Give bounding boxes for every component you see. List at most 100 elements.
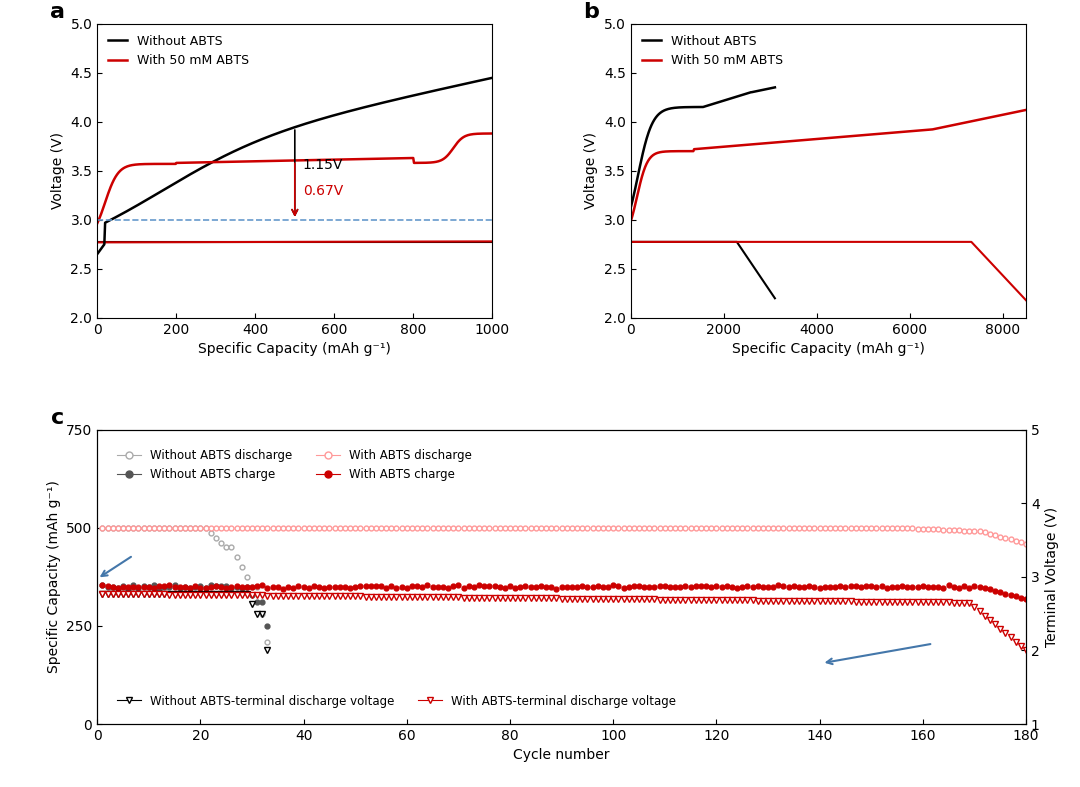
With 50 mM ABTS [860,130,873,139]
With ABTS discharge [96,523,109,533]
Without ABTS charge [199,583,212,593]
With ABTS-terminal discharge voltage [204,590,217,600]
Without ABTS charge [230,582,243,592]
Without ABTS charge [219,581,232,590]
Without ABTS [91,249,104,259]
Without ABTS charge [189,582,202,591]
Without ABTS [710,98,723,108]
Without ABTS discharge [184,523,197,533]
Without ABTS [305,117,318,127]
Without ABTS-terminal discharge voltage [225,589,238,599]
With 50 mM ABTS [814,134,827,143]
Without ABTS-terminal discharge voltage [152,589,165,599]
Line: With 50 mM ABTS: With 50 mM ABTS [631,110,1026,221]
Without ABTS [769,83,782,92]
Without ABTS-terminal discharge voltage [143,589,156,599]
Without ABTS-terminal discharge voltage [158,589,171,599]
Without ABTS discharge [148,523,161,533]
With ABTS charge [111,583,124,593]
With ABTS charge [204,582,217,592]
Without ABTS charge [96,580,109,589]
Without ABTS charge [225,583,238,593]
Text: 0.67V: 0.67V [302,184,343,198]
Without ABTS-terminal discharge voltage [137,589,150,599]
With ABTS-terminal discharge voltage [96,589,109,599]
Line: With ABTS charge: With ABTS charge [100,582,1028,602]
Without ABTS [486,73,499,83]
Without ABTS-terminal discharge voltage [163,589,176,599]
Without ABTS-terminal discharge voltage [168,589,181,599]
With 50 mM ABTS [91,219,104,228]
Without ABTS-terminal discharge voltage [189,589,202,599]
Without ABTS charge [256,597,269,607]
Without ABTS charge [158,582,171,592]
Without ABTS charge [163,582,176,592]
Without ABTS charge [122,585,135,594]
Without ABTS-terminal discharge voltage [251,609,264,619]
Y-axis label: Specific Capacity (mAh g⁻¹): Specific Capacity (mAh g⁻¹) [46,480,60,674]
Without ABTS discharge [111,523,124,533]
Without ABTS discharge [241,572,254,582]
Without ABTS charge [111,583,124,593]
Without ABTS charge [173,583,186,593]
With ABTS-terminal discharge voltage [1020,646,1032,656]
With ABTS charge [287,583,300,593]
Without ABTS discharge [204,528,217,538]
Without ABTS charge [241,582,254,591]
Without ABTS discharge [219,543,232,552]
Without ABTS discharge [137,523,150,533]
Line: Without ABTS: Without ABTS [97,78,492,254]
Without ABTS-terminal discharge voltage [245,599,258,608]
Text: c: c [51,408,64,428]
Without ABTS-terminal discharge voltage [178,589,191,599]
Without ABTS discharge [117,523,130,533]
Without ABTS discharge [230,552,243,562]
Without ABTS-terminal discharge voltage [210,589,222,599]
Without ABTS discharge [163,523,176,533]
Without ABTS [746,87,759,97]
Text: b: b [583,2,599,22]
Without ABTS-terminal discharge voltage [117,589,130,599]
Without ABTS discharge [173,523,186,533]
Without ABTS [279,126,292,135]
Without ABTS charge [152,585,165,594]
With ABTS discharge [204,523,217,533]
Without ABTS [326,111,339,120]
With 50 mM ABTS [279,156,292,165]
Without ABTS charge [102,582,114,592]
Without ABTS charge [245,589,258,599]
Without ABTS discharge [189,523,202,533]
X-axis label: Specific Capacity (mAh g⁻¹): Specific Capacity (mAh g⁻¹) [732,342,924,357]
Without ABTS charge [117,581,130,590]
With ABTS charge [994,588,1007,597]
Without ABTS charge [215,582,228,591]
Without ABTS discharge [261,637,274,646]
Without ABTS discharge [143,523,156,533]
Without ABTS discharge [168,523,181,533]
Y-axis label: Voltage (V): Voltage (V) [584,132,598,209]
With 50 mM ABTS [1020,105,1032,115]
Without ABTS charge [261,621,274,630]
Line: Without ABTS-terminal discharge voltage: Without ABTS-terminal discharge voltage [99,591,270,653]
Without ABTS-terminal discharge voltage [132,589,145,599]
Without ABTS-terminal discharge voltage [241,589,254,599]
Without ABTS-terminal discharge voltage [204,589,217,599]
Without ABTS charge [210,581,222,590]
Without ABTS discharge [225,543,238,552]
With ABTS-terminal discharge voltage [287,591,300,600]
Legend: Without ABTS-terminal discharge voltage, With ABTS-terminal discharge voltage: Without ABTS-terminal discharge voltage,… [112,690,680,712]
Without ABTS-terminal discharge voltage [111,589,124,599]
Without ABTS discharge [235,563,248,572]
Without ABTS charge [148,580,161,589]
With 50 mM ABTS [1010,107,1023,116]
Without ABTS charge [178,582,191,592]
Without ABTS [281,125,294,135]
With 50 mM ABTS [812,134,825,143]
With 50 mM ABTS [624,216,637,226]
Without ABTS-terminal discharge voltage [148,589,161,599]
Y-axis label: Voltage (V): Voltage (V) [51,132,65,209]
Without ABTS-terminal discharge voltage [219,589,232,599]
With 50 mM ABTS [415,158,428,168]
X-axis label: Cycle number: Cycle number [513,748,610,763]
Text: 1.15V: 1.15V [302,157,343,172]
